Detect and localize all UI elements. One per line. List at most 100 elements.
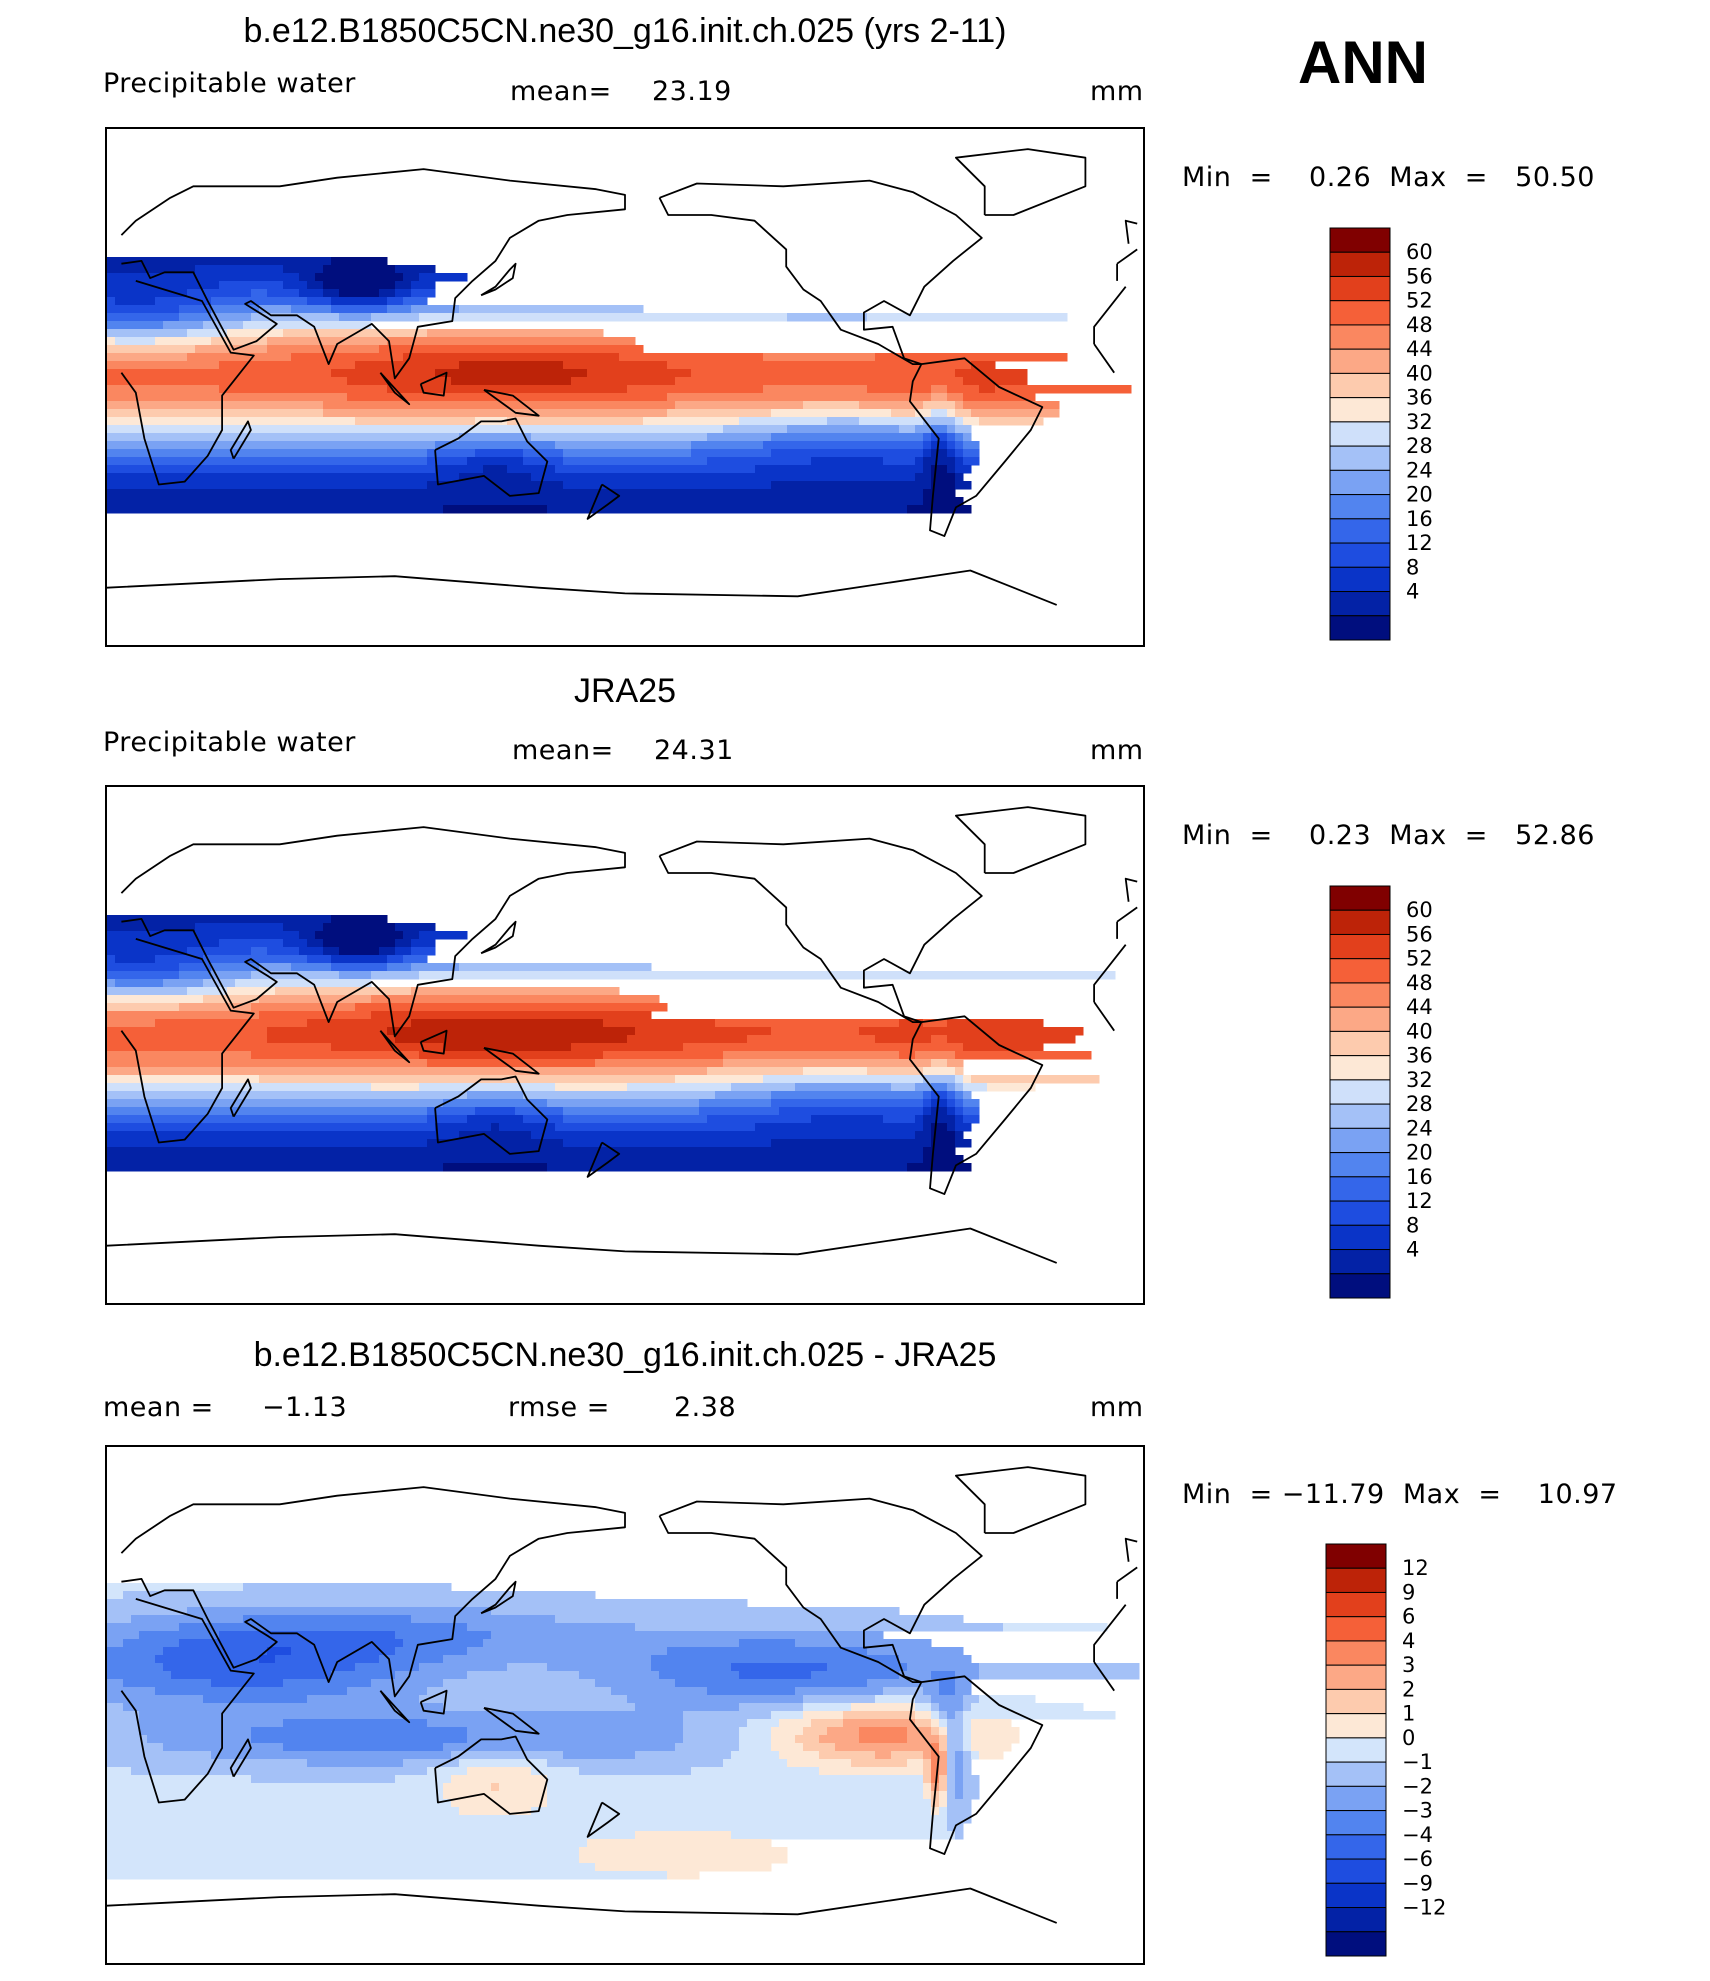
coastline	[419, 1029, 448, 1055]
colorbar-label: 16	[1406, 1165, 1433, 1189]
colorbar-box	[1329, 1079, 1391, 1105]
colorbar-box	[1325, 1591, 1387, 1618]
colorbar-box	[1325, 1664, 1387, 1690]
colorbar-label: 36	[1406, 1044, 1433, 1068]
colorbar-box	[1329, 469, 1391, 496]
colorbar-label: 8	[1406, 555, 1419, 579]
panel-2-colorbar: 60 56 52 48 44 40 36 32 28 24 20 16 12 8 4	[1329, 885, 1470, 1299]
colorbar-label: 56	[1406, 264, 1433, 288]
colorbar-label: −12	[1402, 1896, 1446, 1920]
colorbar-label: 0	[1402, 1726, 1415, 1750]
colorbar-label: 24	[1406, 1116, 1433, 1140]
coastline	[120, 938, 1127, 1144]
colorbar-box	[1329, 348, 1391, 374]
colorbar-label: 44	[1406, 337, 1433, 361]
colorbar-label: 20	[1406, 1141, 1433, 1165]
colorbar-box	[1325, 1931, 1387, 1957]
colorbar-label: 6	[1402, 1605, 1415, 1629]
colorbar-box	[1329, 494, 1391, 520]
panel-2-mean-value: 24.31	[654, 735, 734, 766]
colorbar-label: 60	[1406, 898, 1433, 922]
coastline	[1124, 1537, 1138, 1562]
panel-3-colorbar: 12 9 6 4 3 2 1 0 −1 −2 −3 −4 −6 −9 −12	[1325, 1543, 1466, 1957]
coastline	[1124, 219, 1138, 244]
panel-3-title: b.e12.B1850C5CN.ne30_g16.init.ch.025 - J…	[253, 1336, 997, 1374]
coastline	[909, 1015, 1044, 1195]
panel-3-mean-value: −1.13	[262, 1392, 348, 1423]
colorbar-box	[1329, 909, 1391, 935]
panel-2-title: JRA25	[573, 672, 677, 710]
colorbar-label: 44	[1406, 995, 1433, 1019]
colorbar-box	[1329, 1200, 1391, 1226]
colorbar-label: 1	[1402, 1702, 1415, 1726]
coastline	[434, 1075, 549, 1155]
coastline	[909, 1675, 1044, 1855]
coastline	[107, 569, 1058, 606]
colorbar-box	[1329, 397, 1391, 423]
panel-3-field	[107, 1466, 1140, 1924]
coastline	[909, 357, 1044, 537]
colorbar-box	[1329, 591, 1391, 617]
colorbar-label: 4	[1406, 1238, 1419, 1262]
coastline	[483, 1047, 540, 1075]
colorbar-box	[1325, 1567, 1387, 1593]
panel-1-title: b.e12.B1850C5CN.ne30_g16.init.ch.025 (yr…	[243, 12, 1007, 50]
coastline	[586, 1141, 621, 1178]
colorbar-label: 32	[1406, 410, 1433, 434]
panel-1-mean-label: mean=	[510, 76, 612, 107]
colorbar-label: 20	[1406, 483, 1433, 507]
colorbar-box	[1325, 1882, 1387, 1909]
coastline	[120, 168, 1138, 380]
coastline	[955, 1466, 1087, 1534]
colorbar-box	[1329, 372, 1391, 399]
coastline	[658, 837, 983, 1023]
colorbar-label: 48	[1406, 313, 1433, 337]
colorbar-label: −1	[1402, 1750, 1433, 1774]
colorbar-box	[1329, 1103, 1391, 1129]
colorbar-label: 12	[1406, 1189, 1433, 1213]
colorbar-label: 4	[1406, 580, 1419, 604]
colorbar-box	[1329, 542, 1391, 568]
coastline	[586, 1801, 621, 1838]
colorbar-label: 40	[1406, 361, 1433, 385]
colorbar-label: −2	[1402, 1774, 1433, 1798]
colorbar-box	[1329, 1224, 1391, 1251]
colorbar-label: 9	[1402, 1580, 1415, 1604]
colorbar-box	[1329, 885, 1391, 911]
coastline	[955, 806, 1087, 874]
colorbar-label: 24	[1406, 458, 1433, 482]
panel-2-units: mm	[1090, 735, 1144, 766]
colorbar-label: 32	[1406, 1068, 1433, 1092]
colorbar-box	[1329, 982, 1391, 1008]
panel-1-map	[105, 127, 1145, 647]
colorbar-box	[1329, 275, 1391, 302]
colorbar-label: 28	[1406, 434, 1433, 458]
panel-2-field	[107, 806, 1138, 1264]
colorbar-box	[1329, 324, 1391, 350]
colorbar-box	[1329, 566, 1391, 593]
coastline	[229, 420, 252, 460]
colorbar-label: −9	[1402, 1871, 1433, 1895]
coastline	[120, 826, 1138, 1038]
coastline	[658, 1497, 983, 1683]
colorbar-label: 56	[1406, 922, 1433, 946]
panel-3-rmse-label: rmse =	[508, 1392, 610, 1423]
colorbar-box	[1325, 1834, 1387, 1860]
panel-1-mean-value: 23.19	[652, 76, 732, 107]
colorbar-box	[1329, 421, 1391, 447]
panel-2-variable: Precipitable water	[103, 727, 356, 758]
colorbar-label: 16	[1406, 507, 1433, 531]
panel-3-rmse-value: 2.38	[674, 1392, 737, 1423]
colorbar-box	[1325, 1785, 1387, 1812]
colorbar-box	[1329, 1176, 1391, 1202]
coastline	[483, 389, 540, 417]
colorbar-label: 4	[1402, 1629, 1415, 1653]
colorbar-label: 8	[1406, 1213, 1419, 1237]
colorbar-label: 52	[1406, 947, 1433, 971]
coastline	[379, 1690, 411, 1724]
colorbar-box	[1325, 1688, 1387, 1715]
coastline	[107, 1227, 1058, 1264]
colorbar-box	[1325, 1907, 1387, 1933]
panel-1-field	[107, 148, 1138, 606]
coastline	[229, 1738, 252, 1778]
